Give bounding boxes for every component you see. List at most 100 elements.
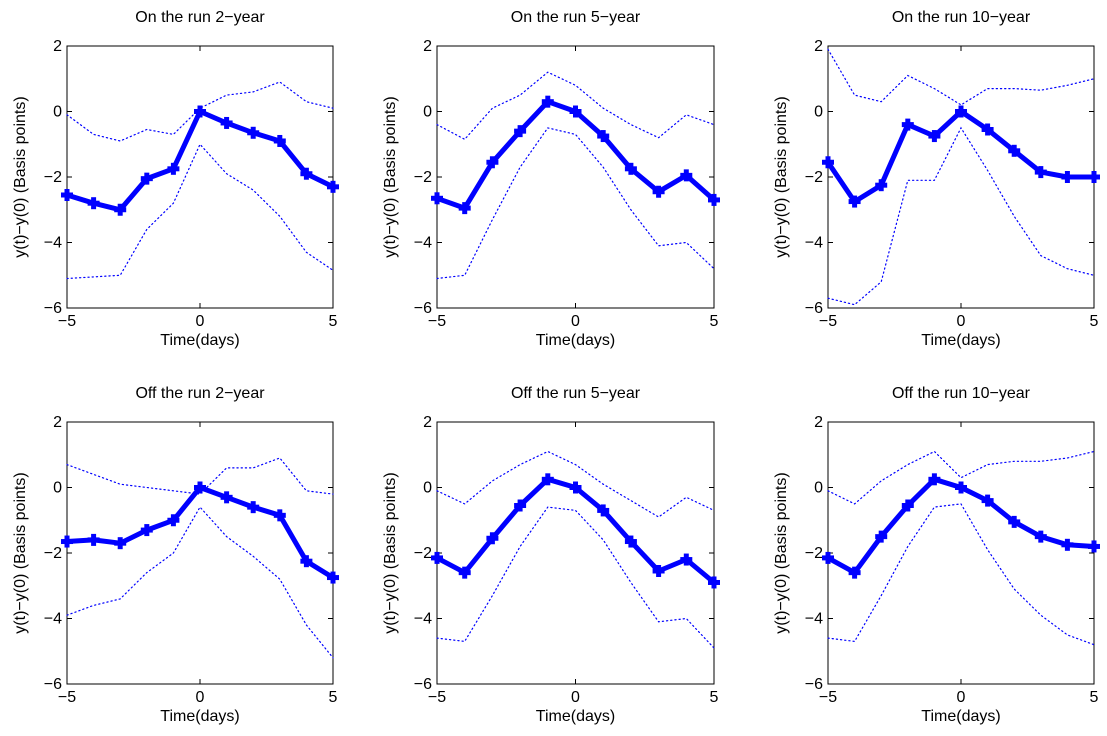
plot-area-box [436,45,715,309]
data-point-marker [431,192,443,205]
data-point-marker [1061,171,1074,183]
x-axis-label: Time(days) [160,708,239,725]
x-axis-label: Time(days) [921,332,1000,349]
y-tick-label: 2 [814,414,823,431]
confidence-band-upper-line [436,71,715,141]
chart-title: On the run 10−year [892,9,1031,26]
x-axis-label: Time(days) [160,332,239,349]
data-point-marker [822,156,834,169]
y-tick-label: −6 [805,300,823,317]
y-tick-label: −4 [44,235,62,252]
confidence-band-lower-line [827,126,1095,306]
y-axis-label: y(t)−y(0) (Basis points) [773,472,790,633]
data-point-marker [167,514,180,527]
x-tick-label: 0 [196,313,205,330]
data-point-marker [514,499,527,512]
data-point-marker [1008,144,1021,157]
y-tick-label: −2 [44,545,62,562]
y-tick-label: 2 [423,414,432,431]
chart-title: Off the run 2−year [135,385,265,402]
x-tick-label: −5 [58,689,76,706]
data-point-marker [901,118,914,131]
chart-title: On the run 5−year [511,9,641,26]
y-axis-label: y(t)−y(0) (Basis points) [382,96,399,257]
y-tick-label: 0 [423,104,432,121]
x-axis-label: Time(days) [536,332,615,349]
y-tick-label: −4 [414,235,432,252]
chart-title: On the run 2−year [135,9,265,26]
data-point-marker [875,179,888,192]
y-axis-label: y(t)−y(0) (Basis points) [382,472,399,633]
x-tick-label: 5 [1090,689,1099,706]
y-axis-label: y(t)−y(0) (Basis points) [773,96,790,257]
y-tick-label: 0 [814,480,823,497]
x-tick-label: 0 [571,689,580,706]
data-point-marker [247,501,260,514]
estimate-line [64,485,336,581]
data-point-marker [541,473,554,486]
data-point-marker [901,499,914,512]
data-point-marker [981,123,994,136]
y-tick-label: −2 [805,169,823,186]
x-axis-label: Time(days) [921,708,1000,725]
data-point-marker [624,162,637,175]
confidence-band-lower-line [66,143,334,280]
data-point-marker [431,551,443,564]
data-point-marker [1034,530,1047,543]
confidence-band-lower-line [66,506,334,659]
data-point-marker [220,491,233,504]
y-axis-label: y(t)−y(0) (Basis points) [12,96,29,257]
confidence-band-upper-line [66,457,334,495]
data-point-marker [114,203,127,216]
data-point-marker [597,504,610,517]
y-tick-label: 2 [814,38,823,55]
data-point-marker [273,509,286,522]
data-point-marker [140,172,153,185]
x-tick-label: −5 [428,689,446,706]
data-point-marker [708,193,720,206]
data-point-marker [624,535,637,548]
data-point-marker [327,180,339,193]
chart-title: Off the run 5−year [511,385,641,402]
y-tick-label: −4 [805,611,823,628]
x-tick-label: −5 [819,689,837,706]
y-tick-label: −6 [414,676,432,693]
x-tick-label: −5 [428,313,446,330]
x-axis-label: Time(days) [536,708,615,725]
data-point-marker [87,197,100,210]
chart-panel-2: −5 0 5 −6 −4 −2 0 2 On the run 5−year Time(days) y… [382,9,720,349]
x-tick-label: 5 [1090,313,1099,330]
data-point-marker [327,571,339,584]
data-point-marker [569,105,582,118]
data-point-marker [708,576,720,589]
data-point-marker [167,162,180,175]
y-tick-label: 0 [53,104,62,121]
y-tick-label: 0 [423,480,432,497]
plot-area-box [66,45,334,309]
estimate-line [434,99,717,211]
estimate-line [825,109,1097,205]
plot-area-box [66,421,334,685]
data-point-marker [928,130,941,143]
x-tick-label: 0 [196,689,205,706]
confidence-band-lower-line [436,127,715,280]
data-point-marker [1034,166,1047,179]
y-tick-label: 2 [423,38,432,55]
chart-title: Off the run 10−year [892,385,1031,402]
data-point-marker [1061,538,1074,551]
x-tick-label: −5 [819,313,837,330]
y-tick-label: 2 [53,38,62,55]
data-point-marker [194,105,206,118]
chart-panel-3: −5 0 5 −6 −4 −2 0 2 On the run 10−year Time(days)… [773,9,1100,349]
y-tick-label: −6 [805,676,823,693]
data-point-marker [514,125,527,138]
data-point-marker [955,481,967,494]
chart-panel-4: −5 0 5 −6 −4 −2 0 2 Off the run 2−year Time(days)… [12,385,339,725]
x-tick-label: 5 [329,313,338,330]
data-point-marker [486,532,499,545]
y-tick-label: −6 [44,300,62,317]
data-point-marker [486,156,499,169]
data-point-marker [300,555,313,568]
data-point-marker [458,202,471,215]
